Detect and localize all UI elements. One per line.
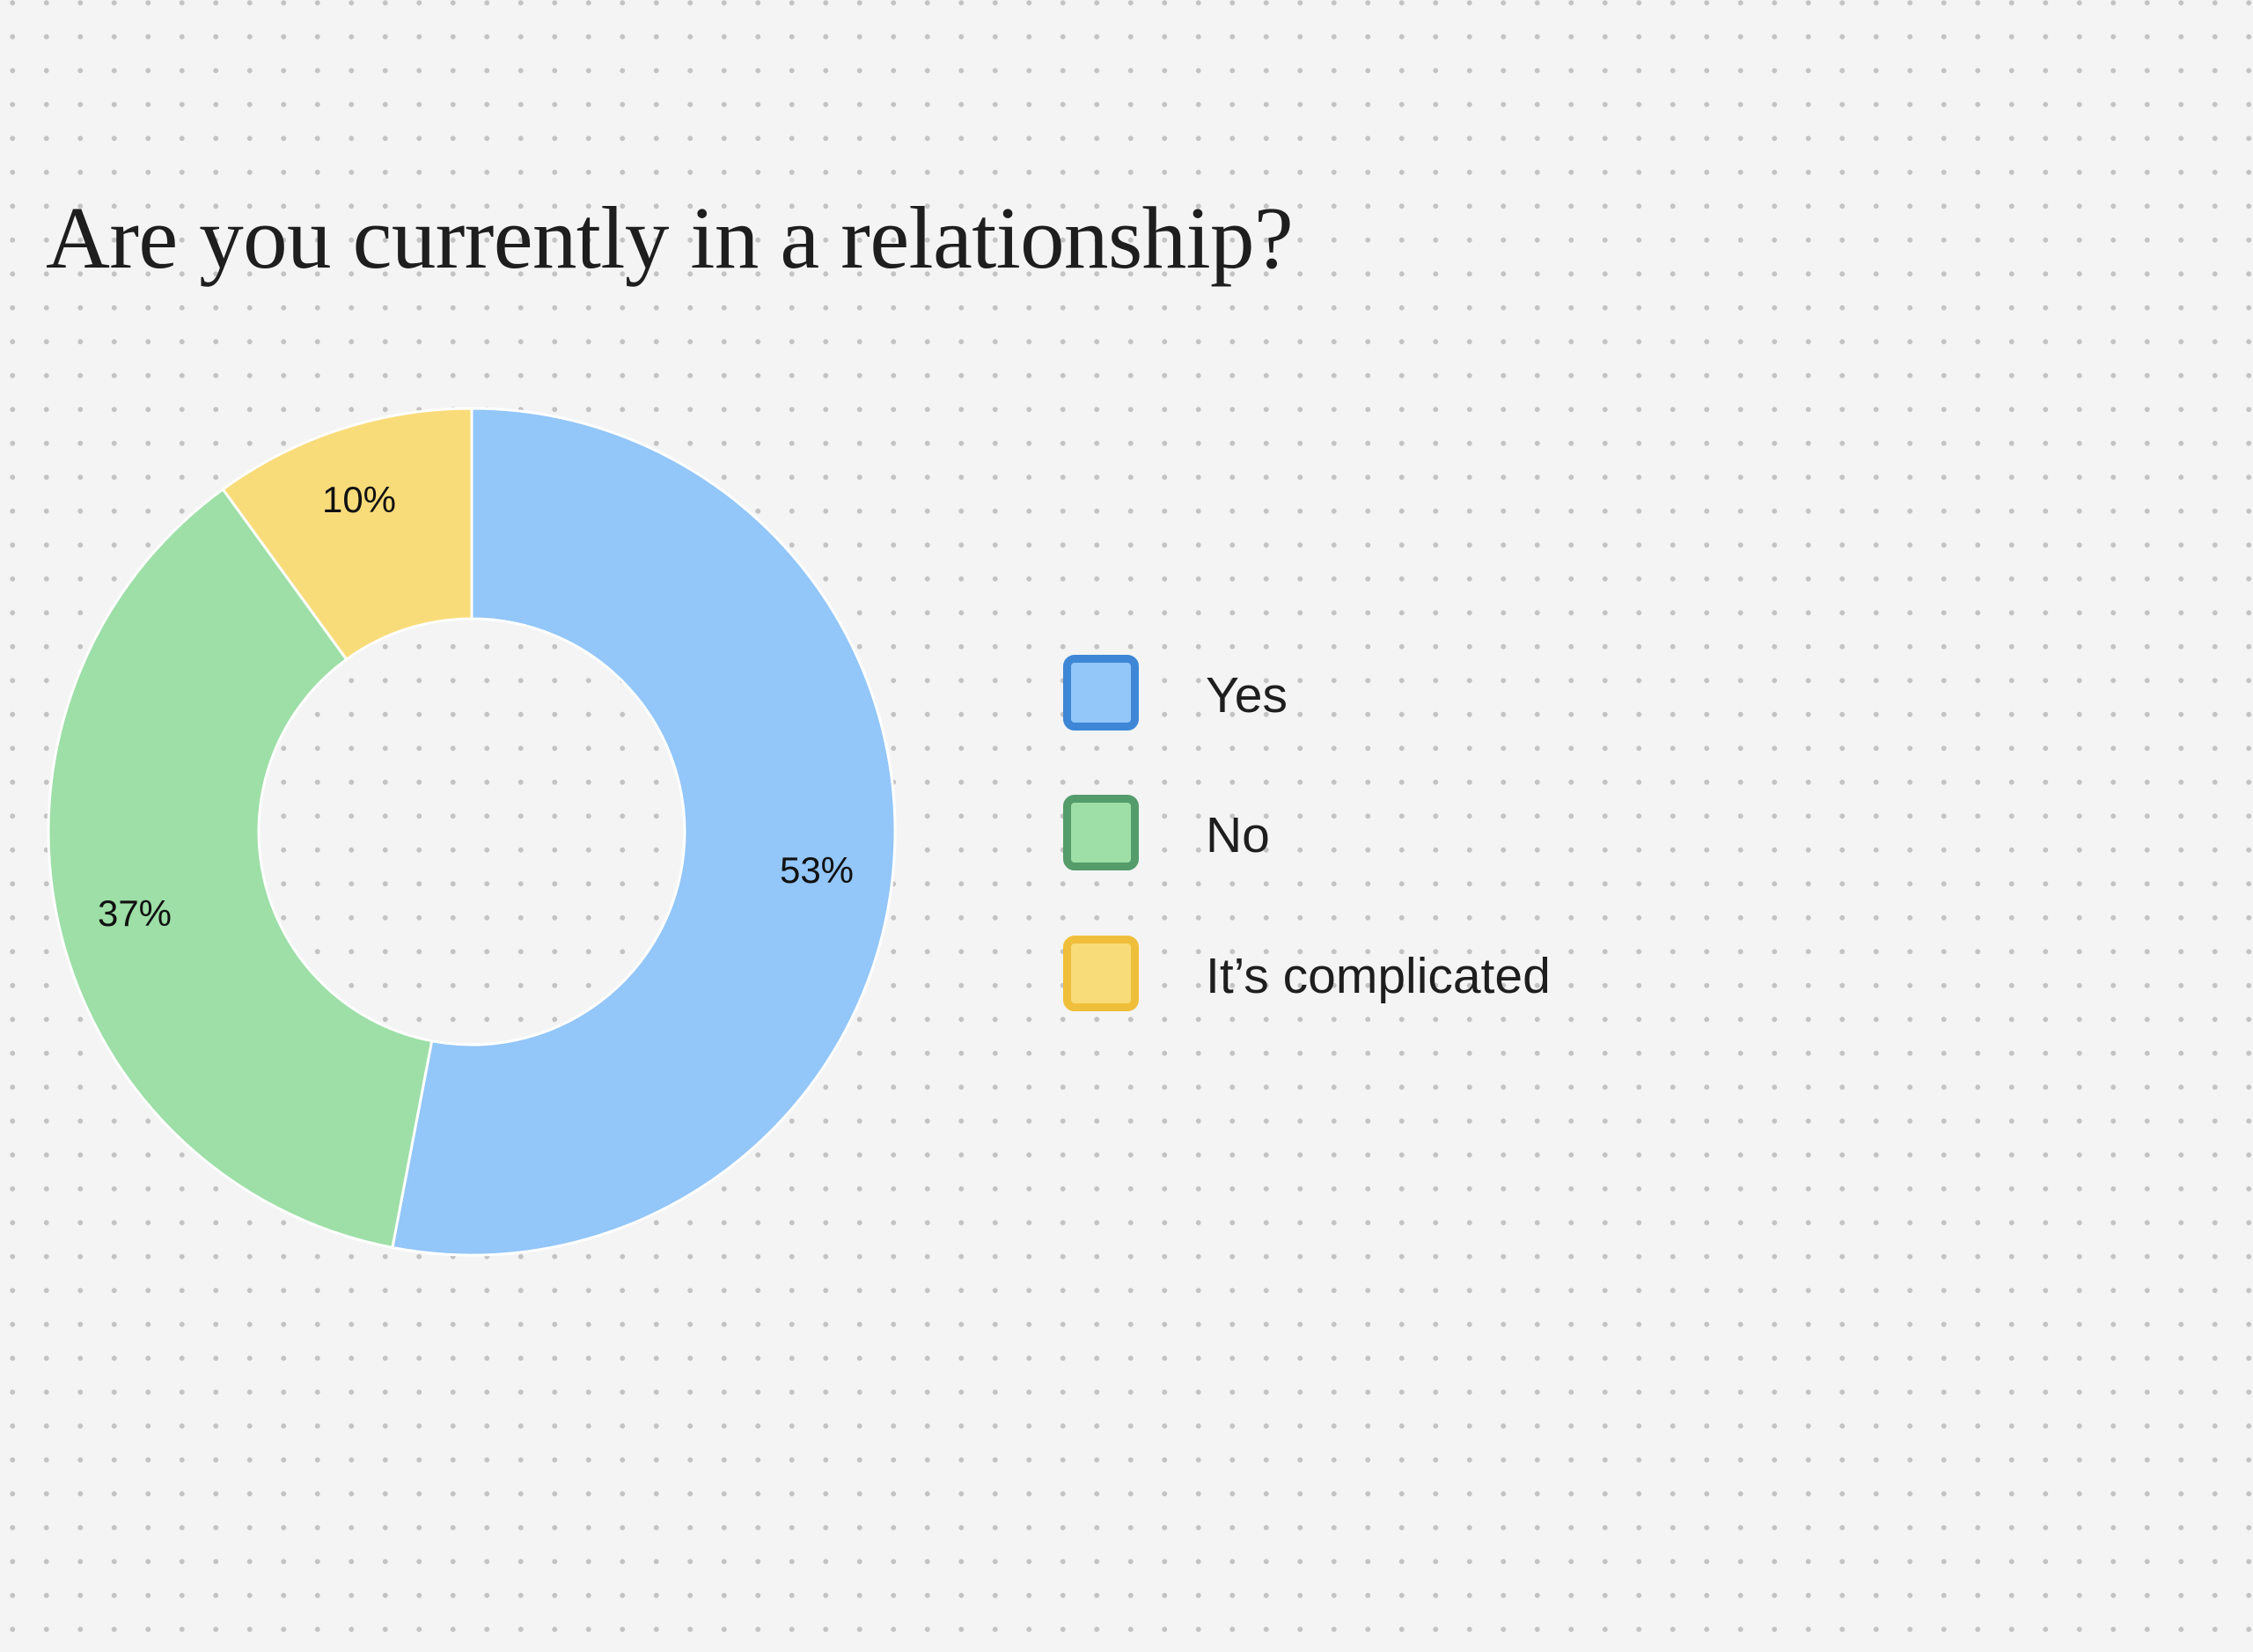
donut-chart: 53% 37% 10% <box>47 407 897 1257</box>
donut-slice-no[interactable] <box>47 488 434 1249</box>
legend-swatch-complicated <box>1063 935 1139 1011</box>
slice-label-yes: 53% <box>780 849 854 891</box>
legend-label: Yes <box>1206 667 1288 723</box>
legend-label: It’s complicated <box>1206 948 1551 1004</box>
legend-swatch-no <box>1063 794 1139 870</box>
chart-title: Are you currently in a relationship? <box>46 188 1294 287</box>
legend-swatch-yes <box>1063 654 1139 731</box>
legend-item-yes[interactable]: Yes <box>1063 654 1288 731</box>
legend-item-no[interactable]: No <box>1063 794 1270 870</box>
legend-label: No <box>1206 807 1270 863</box>
donut-slice-complicated[interactable] <box>221 407 473 661</box>
legend-item-complicated[interactable]: It’s complicated <box>1063 935 1551 1011</box>
donut-slice-yes[interactable] <box>391 407 897 1257</box>
donut-slices <box>47 407 897 1257</box>
slice-label-no: 37% <box>98 892 172 934</box>
slice-label-complicated: 10% <box>322 479 396 520</box>
